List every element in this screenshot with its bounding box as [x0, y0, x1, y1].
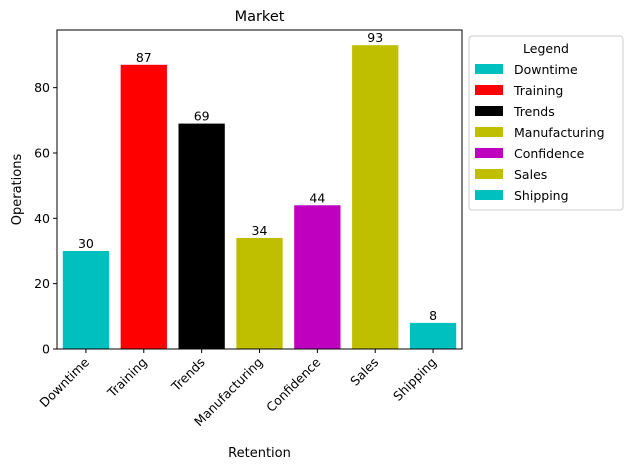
- legend-entry-label: Shipping: [514, 188, 569, 203]
- y-tick-label: 80: [34, 80, 50, 95]
- bar-trends: [178, 123, 225, 350]
- y-tick-label: 0: [42, 342, 50, 357]
- y-tick-label: 60: [34, 145, 50, 160]
- legend: Legend Downtime Training Trends Manufacturi…: [468, 35, 624, 211]
- x-tick-label: Confidence: [263, 354, 324, 415]
- bar-value-label: 30: [78, 236, 94, 251]
- legend-swatch: [475, 127, 503, 137]
- legend-swatch: [475, 85, 503, 95]
- bar-training: [120, 64, 167, 350]
- bar-shipping: [409, 322, 457, 349]
- bar-value-label: 44: [309, 190, 325, 205]
- legend-swatch: [475, 106, 503, 116]
- legend-swatch: [475, 169, 503, 179]
- legend-entry-label: Downtime: [514, 62, 578, 77]
- chart-title: Market: [235, 9, 285, 25]
- bar-downtime: [62, 250, 110, 349]
- x-axis-label: Retention: [228, 446, 291, 461]
- legend-frame: [468, 35, 624, 211]
- bar-confidence: [294, 205, 341, 349]
- y-tick-label: 20: [34, 276, 50, 291]
- plot-area-frame: [56, 29, 463, 350]
- bar-value-label: 93: [367, 30, 383, 45]
- bar-value-label: 8: [429, 308, 437, 323]
- legend-entry-label: Trends: [513, 104, 555, 119]
- x-tick-label: Sales: [347, 355, 381, 389]
- bar-manufacturing: [236, 237, 283, 349]
- bar-value-label: 34: [252, 223, 268, 238]
- legend-entry-label: Manufacturing: [514, 125, 605, 140]
- x-tick-label: Shipping: [390, 355, 439, 404]
- x-tick-label: Trends: [168, 355, 208, 395]
- legend-entry-label: Training: [513, 83, 563, 98]
- y-tick-label: 40: [34, 211, 50, 226]
- legend-entry-label: Sales: [514, 167, 547, 182]
- bar-value-label: 69: [194, 109, 210, 124]
- legend-entry-label: Confidence: [514, 146, 585, 161]
- bar-sales: [352, 45, 399, 349]
- x-tick-label: Downtime: [36, 354, 92, 410]
- legend-swatch: [475, 64, 503, 74]
- bar-value-label: 87: [136, 50, 152, 65]
- legend-title: Legend: [523, 41, 569, 56]
- x-tick-label: Training: [104, 355, 150, 401]
- legend-swatch: [475, 190, 503, 200]
- y-axis-label: Operations: [10, 154, 25, 226]
- legend-swatch: [475, 148, 503, 158]
